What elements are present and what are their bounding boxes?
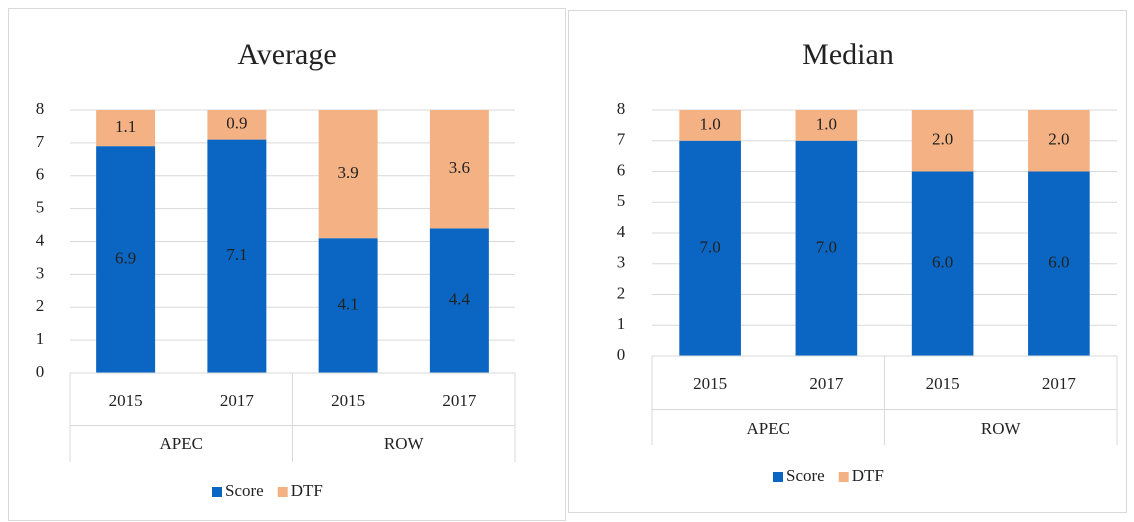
bar-segment bbox=[429, 110, 489, 229]
y-tick-label: 3 bbox=[36, 263, 45, 282]
bar-segment bbox=[679, 110, 741, 141]
x-tick-label: 2015 bbox=[926, 374, 960, 393]
legend-swatch bbox=[838, 472, 849, 482]
bar-segment bbox=[318, 110, 378, 239]
y-tick-label: 6 bbox=[36, 165, 45, 184]
y-tick-label: 8 bbox=[36, 99, 45, 118]
data-label: 1.0 bbox=[700, 114, 721, 133]
data-label: 3.6 bbox=[449, 158, 470, 177]
y-tick-label: 0 bbox=[617, 345, 626, 364]
legend-label: Score bbox=[786, 466, 825, 485]
data-label: 2.0 bbox=[1048, 130, 1069, 149]
y-tick-label: 4 bbox=[36, 230, 45, 249]
bar-segment bbox=[911, 171, 974, 356]
data-label: 6.0 bbox=[932, 253, 953, 272]
legend-swatch bbox=[212, 487, 222, 497]
data-label: 3.9 bbox=[338, 163, 359, 182]
legend-label: Score bbox=[225, 481, 264, 500]
y-tick-label: 5 bbox=[617, 191, 626, 210]
legend-label: DTF bbox=[291, 481, 323, 500]
data-label: 1.1 bbox=[115, 117, 136, 136]
bar-segment bbox=[1028, 110, 1090, 172]
y-tick-label: 7 bbox=[617, 130, 626, 149]
data-label: 0.9 bbox=[226, 114, 247, 133]
y-tick-label: 3 bbox=[617, 253, 626, 272]
y-tick-label: 2 bbox=[617, 283, 626, 302]
bar-segment bbox=[1028, 171, 1090, 356]
bar-segment bbox=[429, 228, 489, 373]
data-label: 4.1 bbox=[338, 295, 359, 314]
x-tick-label: 2015 bbox=[109, 391, 143, 410]
bar-segment bbox=[679, 140, 741, 356]
bar-segment bbox=[795, 140, 858, 356]
data-label: 6.9 bbox=[115, 248, 136, 267]
y-tick-label: 8 bbox=[617, 99, 626, 118]
y-tick-label: 5 bbox=[36, 198, 45, 217]
x-tick-label: 2015 bbox=[331, 391, 365, 410]
x-tick-label: 2017 bbox=[1042, 374, 1077, 393]
x-tick-label: 2017 bbox=[220, 391, 255, 410]
data-label: 7.0 bbox=[816, 237, 837, 256]
y-tick-label: 4 bbox=[617, 222, 626, 241]
legend-label: DTF bbox=[852, 466, 884, 485]
bar-segment bbox=[318, 238, 378, 373]
bar-segment bbox=[96, 110, 156, 147]
bar-segment bbox=[911, 110, 974, 172]
bar-segment bbox=[207, 110, 267, 140]
data-label: 2.0 bbox=[932, 130, 953, 149]
y-tick-label: 1 bbox=[36, 329, 45, 348]
legend-swatch bbox=[277, 487, 288, 497]
data-label: 7.1 bbox=[226, 245, 247, 264]
group-label: APEC bbox=[747, 419, 790, 438]
group-label: APEC bbox=[160, 434, 203, 453]
y-tick-label: 1 bbox=[617, 314, 626, 333]
data-label: 7.0 bbox=[700, 237, 721, 256]
y-tick-label: 7 bbox=[36, 132, 45, 151]
y-tick-label: 6 bbox=[617, 160, 626, 179]
x-tick-label: 2017 bbox=[442, 391, 477, 410]
x-tick-label: 2015 bbox=[693, 374, 727, 393]
x-tick-label: 2017 bbox=[809, 374, 844, 393]
bar-segment bbox=[207, 139, 267, 373]
group-label: ROW bbox=[384, 434, 425, 453]
chart-title: Average bbox=[237, 38, 336, 71]
legend-swatch bbox=[773, 472, 783, 482]
bar-segment bbox=[96, 146, 156, 373]
data-label: 4.4 bbox=[449, 290, 471, 309]
bar-segment bbox=[795, 110, 858, 141]
y-tick-label: 2 bbox=[36, 296, 45, 315]
chart-title: Median bbox=[802, 38, 894, 71]
y-tick-label: 0 bbox=[36, 362, 45, 381]
data-label: 1.0 bbox=[816, 114, 837, 133]
data-label: 6.0 bbox=[1048, 253, 1069, 272]
group-label: ROW bbox=[981, 419, 1022, 438]
